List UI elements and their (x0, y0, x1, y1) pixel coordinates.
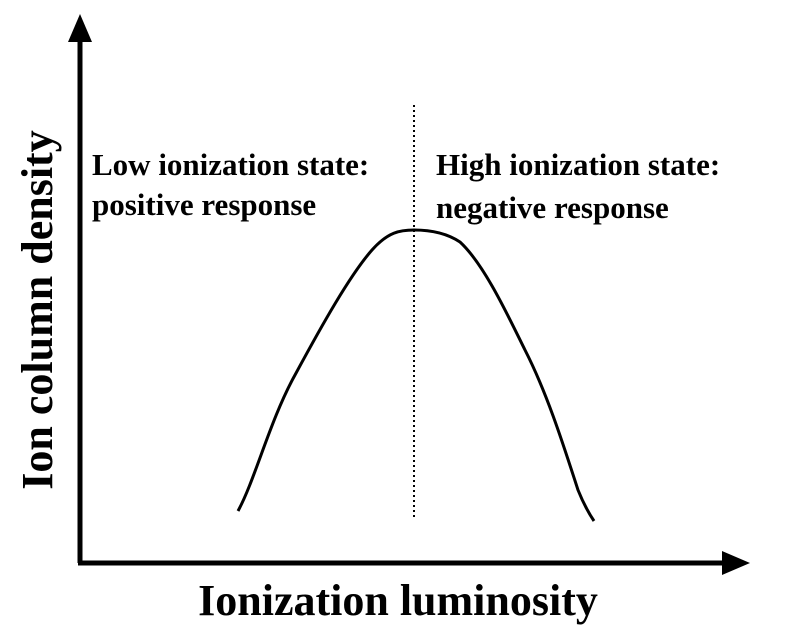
x-axis-arrowhead (722, 551, 750, 575)
left-region-label: Low ionization state: positive response (92, 147, 377, 222)
left-region-line2: positive response (92, 187, 316, 222)
right-region-label: High ionization state: negative response (436, 147, 728, 225)
y-axis-arrowhead (68, 14, 92, 42)
x-axis-title: Ionization luminosity (198, 576, 598, 625)
response-curve (236, 228, 596, 522)
y-axis-title: Ion column density (13, 130, 62, 489)
right-region-line2: negative response (436, 190, 669, 225)
left-region-line1: Low ionization state: (92, 147, 369, 182)
right-region-line1: High ionization state: (436, 147, 720, 182)
